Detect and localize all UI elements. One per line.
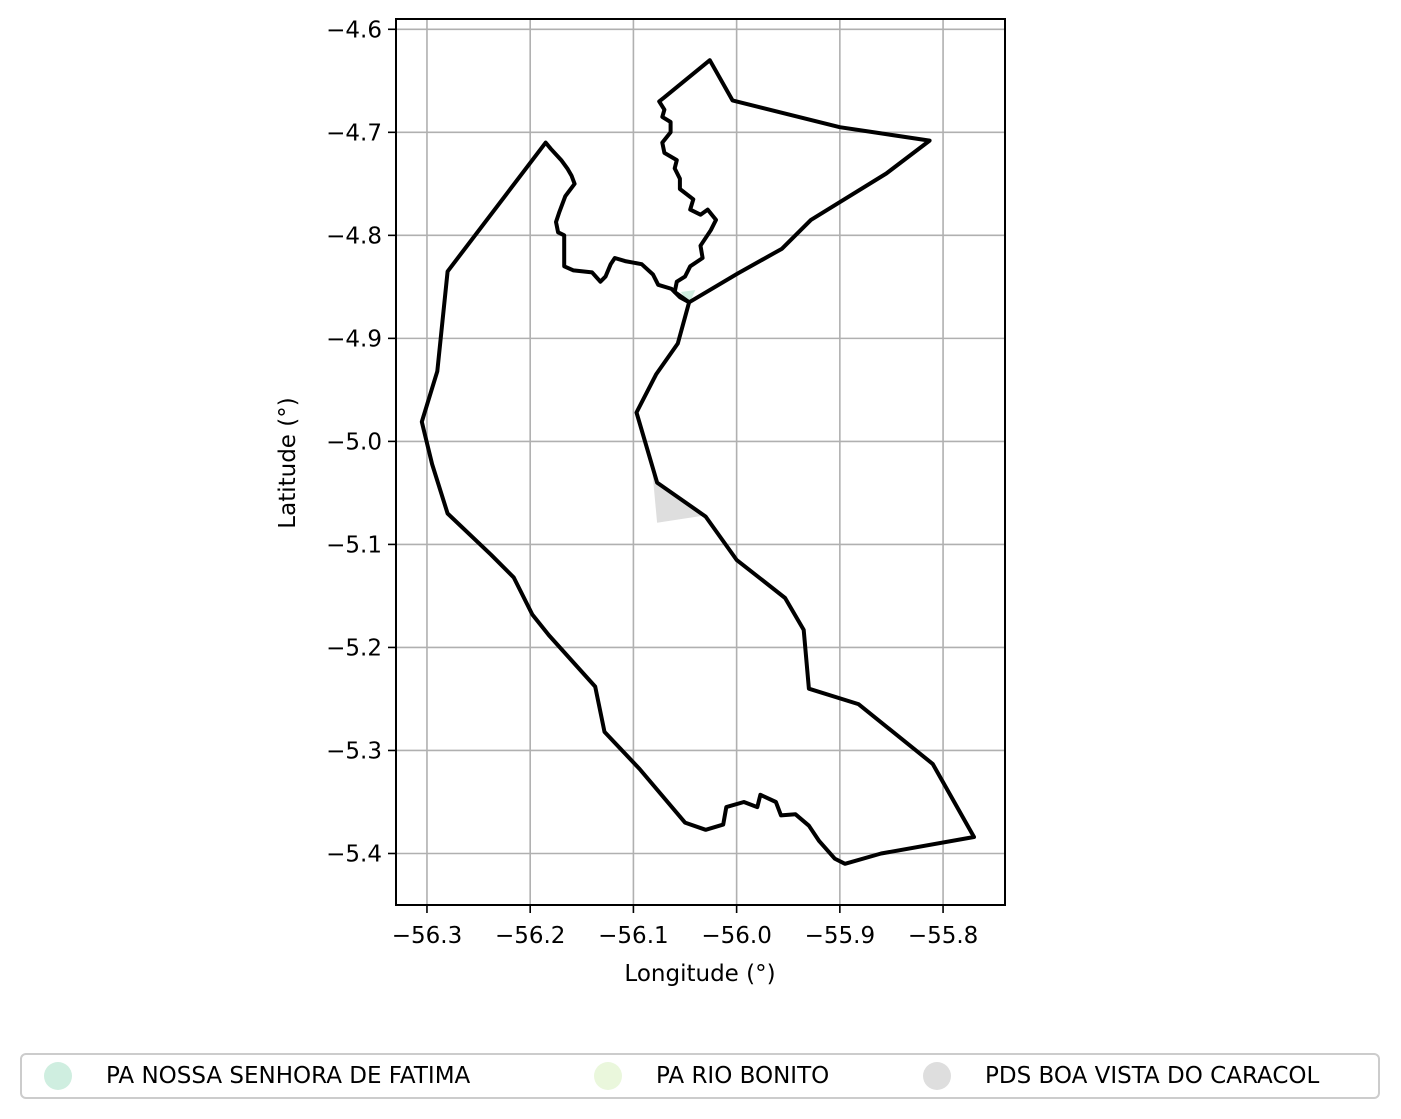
legend-label-nossa-senhora: PA NOSSA SENHORA DE FATIMA	[106, 1063, 471, 1089]
x-tick-label: −56.2	[495, 923, 565, 949]
legend-marker-boa-vista	[923, 1062, 951, 1090]
legend-marker-rio-bonito	[594, 1062, 622, 1090]
area-pa-nossa-senhora-de-fatima	[680, 290, 696, 305]
plot-area-frame	[395, 18, 1006, 906]
legend-item-rio-bonito: PA RIO BONITO	[594, 1055, 829, 1097]
y-tick-label: −4.9	[326, 326, 382, 352]
axis-ticks: −56.3 −56.2 −56.1 −56.0 −55.9 −55.8 −4.6 −4.7 −4…	[326, 17, 978, 949]
y-tick-label: −5.1	[326, 532, 382, 558]
y-tick-label: −5.4	[326, 841, 382, 867]
legend-item-nossa-senhora: PA NOSSA SENHORA DE FATIMA	[44, 1055, 470, 1097]
boundary-main	[419, 140, 976, 866]
x-tick-label: −56.1	[598, 923, 668, 949]
y-tick-label: −5.0	[326, 429, 382, 455]
gridlines	[396, 19, 1005, 905]
legend-label-boa-vista: PDS BOA VISTA DO CARACOL	[985, 1063, 1320, 1089]
legend-marker-nossa-senhora	[44, 1062, 72, 1090]
y-tick-label: −4.6	[326, 17, 382, 43]
y-tick-label: −5.2	[326, 635, 382, 661]
legend-label-rio-bonito: PA RIO BONITO	[656, 1063, 830, 1089]
legend: PA NOSSA SENHORA DE FATIMA PA RIO BONITO…	[20, 1053, 1380, 1099]
legend-item-boa-vista: PDS BOA VISTA DO CARACOL	[923, 1055, 1319, 1097]
boundary-north	[657, 58, 932, 305]
x-tick-label: −56.3	[392, 923, 462, 949]
x-tick-label: −56.0	[701, 923, 771, 949]
filled-areas	[651, 290, 704, 523]
area-pds-boa-vista-do-caracol	[651, 456, 704, 523]
boundaries	[419, 58, 976, 866]
x-axis-label: Longitude (°)	[624, 961, 775, 987]
y-axis-label: Latitude (°)	[275, 397, 301, 528]
x-tick-label: −55.8	[908, 923, 978, 949]
y-tick-label: −4.8	[326, 223, 382, 249]
y-tick-label: −4.7	[326, 120, 382, 146]
y-tick-label: −5.3	[326, 738, 382, 764]
x-tick-label: −55.9	[805, 923, 875, 949]
